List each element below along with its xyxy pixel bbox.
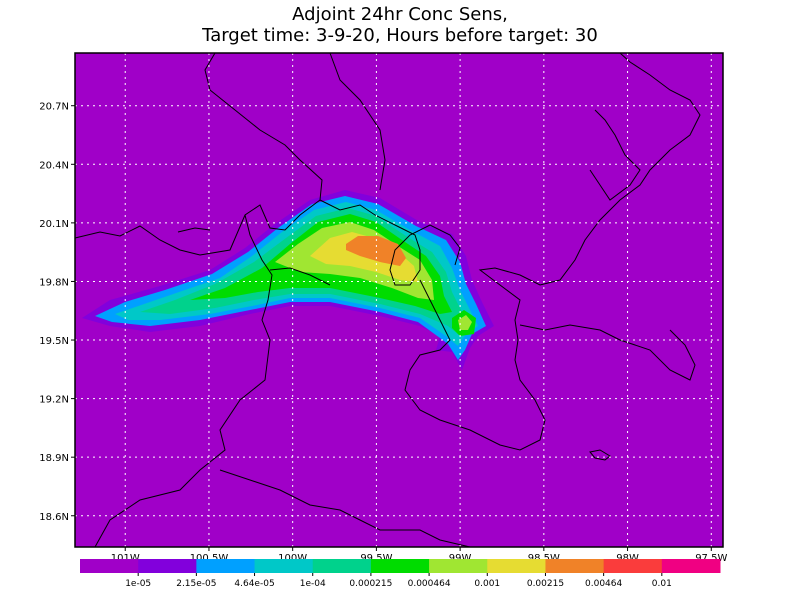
y-tick-label: 18.9N bbox=[39, 453, 69, 464]
colorbar-swatch bbox=[545, 559, 605, 573]
colorbar-swatch bbox=[312, 559, 372, 573]
colorbar-label: 0.000464 bbox=[408, 579, 451, 589]
border-line bbox=[219, 469, 471, 548]
border-line bbox=[94, 214, 273, 548]
x-tick-label: 97.5W bbox=[695, 553, 727, 564]
colorbar-label: 0.000215 bbox=[349, 579, 392, 589]
colorbar-swatch bbox=[80, 559, 139, 573]
border-line bbox=[269, 267, 331, 286]
colorbar-label: 0.00215 bbox=[527, 579, 564, 589]
x-tick-label: 100W bbox=[278, 553, 307, 564]
border-line bbox=[404, 52, 701, 451]
colorbar-swatch bbox=[487, 559, 546, 573]
y-tick-label: 19.5N bbox=[39, 336, 69, 347]
colorbar-swatch bbox=[603, 559, 663, 573]
chart-subtitle: Target time: 3-9-20, Hours before target… bbox=[201, 25, 598, 46]
y-tick-label: 19.2N bbox=[39, 395, 69, 406]
border-line bbox=[519, 324, 696, 381]
plot-frame bbox=[74, 52, 724, 548]
y-tick-label: 20.7N bbox=[39, 102, 69, 113]
map-borders bbox=[74, 52, 701, 548]
border-line bbox=[74, 52, 323, 256]
border-line bbox=[329, 52, 386, 191]
chart-title: Adjoint 24hr Conc Sens, bbox=[292, 4, 508, 25]
border-line bbox=[319, 199, 461, 286]
x-tick-label: 98W bbox=[616, 553, 639, 564]
y-tick-label: 20.4N bbox=[39, 160, 69, 171]
colorbar-label: 1e-04 bbox=[300, 579, 326, 589]
border-line bbox=[177, 227, 211, 233]
colorbar-label: 4.64e-05 bbox=[234, 579, 274, 589]
x-tick-label: 99W bbox=[449, 553, 472, 564]
colorbar-swatch bbox=[370, 559, 430, 573]
colorbar-swatch bbox=[138, 559, 197, 573]
x-tick-label: 100.5W bbox=[190, 553, 229, 564]
colorbar-swatch bbox=[661, 559, 721, 573]
x-tick-label: 101W bbox=[111, 553, 140, 564]
colorbar-swatch bbox=[196, 559, 256, 573]
colorbar-label: 1e-05 bbox=[125, 579, 151, 589]
contour-fill bbox=[458, 315, 472, 330]
colorbar-label: 0.00464 bbox=[585, 579, 622, 589]
border-line bbox=[589, 109, 641, 201]
x-tick-label: 99.5W bbox=[360, 553, 392, 564]
colorbar-label: 0.01 bbox=[652, 579, 672, 589]
border-line bbox=[589, 449, 611, 461]
colorbar-swatch bbox=[254, 559, 314, 573]
y-tick-label: 18.6N bbox=[39, 512, 69, 523]
y-tick-label: 20.1N bbox=[39, 219, 69, 230]
colorbar-label: 2.15e-05 bbox=[176, 579, 216, 589]
y-tick-label: 19.8N bbox=[39, 277, 69, 288]
x-tick-label: 98.5W bbox=[528, 553, 560, 564]
colorbar-swatch bbox=[429, 559, 488, 573]
plume bbox=[82, 190, 494, 370]
colorbar-label: 0.001 bbox=[474, 579, 500, 589]
